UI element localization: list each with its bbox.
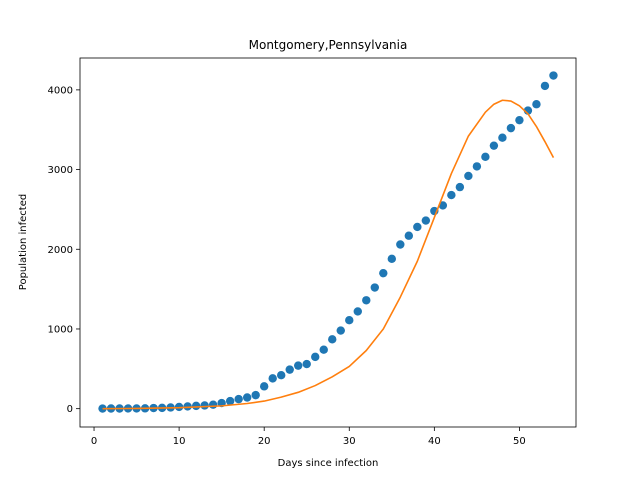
data-point <box>532 100 541 109</box>
data-point <box>183 402 192 411</box>
data-point <box>481 152 490 162</box>
data-point <box>404 231 414 240</box>
x-tick-label: 20 <box>258 436 271 447</box>
x-tick-label: 50 <box>513 436 526 447</box>
axes-frame <box>79 57 577 428</box>
data-point <box>489 141 499 150</box>
x-tick-label: 10 <box>173 436 186 447</box>
data-point <box>251 390 260 400</box>
y-axis-ticks: 0 1000 2000 3000 4000 <box>48 85 80 415</box>
y-tick-label: 4000 <box>48 85 73 96</box>
data-point <box>319 345 328 354</box>
data-point <box>328 335 337 344</box>
y-tick-label: 3000 <box>48 165 73 176</box>
data-point <box>345 316 354 325</box>
data-point <box>396 240 405 249</box>
data-point <box>540 81 550 91</box>
y-tick-label: 1000 <box>48 324 73 335</box>
y-tick-label: 0 <box>67 404 73 415</box>
data-point <box>515 115 524 125</box>
data-point <box>208 400 218 409</box>
data-point <box>370 283 379 292</box>
data-point <box>336 326 345 335</box>
data-point <box>362 296 371 305</box>
data-point <box>191 401 201 411</box>
data-point <box>498 133 507 142</box>
data-point <box>421 216 431 225</box>
x-tick-label: 30 <box>343 436 356 447</box>
plot-area <box>98 71 558 413</box>
data-point <box>277 371 286 380</box>
data-point <box>447 190 456 200</box>
data-point <box>285 365 294 374</box>
x-tick-label: 0 <box>91 436 97 447</box>
data-point <box>268 374 277 383</box>
data-point <box>455 182 465 192</box>
x-axis-label: Days since infection <box>278 458 379 469</box>
data-point <box>472 162 482 171</box>
x-axis-ticks: 0 10 20 30 40 50 <box>91 427 526 447</box>
data-point <box>353 307 362 316</box>
data-point <box>234 394 243 404</box>
y-tick-label: 2000 <box>48 245 73 256</box>
x-tick-label: 40 <box>428 436 441 447</box>
data-point <box>413 222 422 232</box>
data-point <box>549 71 558 80</box>
chart-title: Montgomery,Pennsylvania <box>249 38 408 52</box>
data-point <box>294 361 303 370</box>
data-point <box>200 401 209 410</box>
data-point <box>464 171 473 181</box>
data-point <box>387 254 397 264</box>
data-point <box>302 359 311 369</box>
data-point <box>259 382 269 391</box>
data-point <box>506 123 516 133</box>
data-point <box>379 268 388 278</box>
fit-curve-line <box>102 99 555 410</box>
y-axis-label: Population infected <box>18 194 29 290</box>
data-point <box>438 201 448 210</box>
data-point <box>242 393 252 402</box>
data-point <box>311 352 320 362</box>
data-point <box>225 396 235 406</box>
